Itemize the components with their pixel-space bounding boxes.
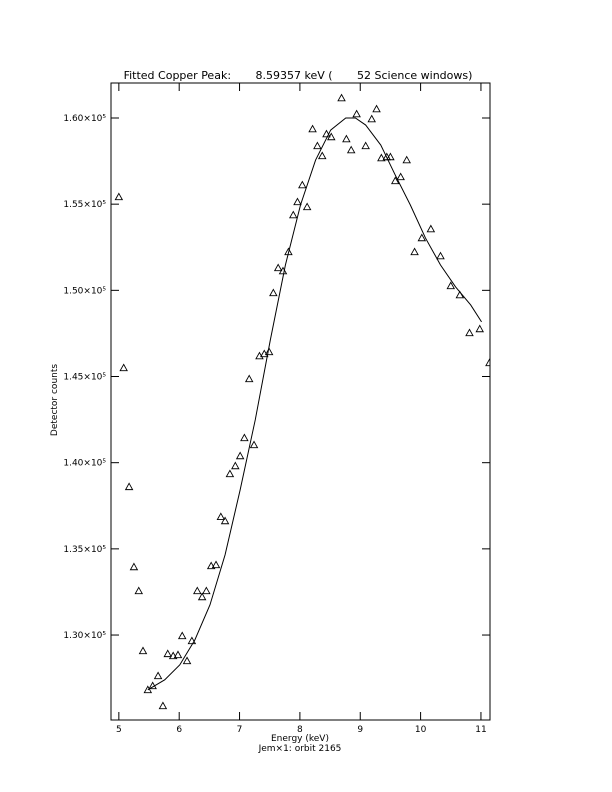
data-point <box>426 224 436 233</box>
data-point <box>269 288 278 297</box>
data-point <box>163 649 172 658</box>
y-tick-label: 1.55×10⁵ <box>63 200 106 210</box>
data-point <box>485 358 490 367</box>
data-point <box>202 586 211 595</box>
data-point <box>124 482 134 491</box>
x-axis-label: Energy (keV) <box>271 734 329 744</box>
data-point <box>134 586 144 595</box>
data-point <box>197 592 207 601</box>
data-point <box>249 440 259 449</box>
chart-title: Fitted Copper Peak: 8.59357 keV ( 52 Sci… <box>124 69 473 82</box>
data-point <box>168 651 178 660</box>
data-point <box>308 124 317 133</box>
data-point <box>396 172 405 181</box>
y-tick-label: 1.40×10⁵ <box>63 459 106 469</box>
data-point <box>313 141 322 150</box>
data-point <box>475 324 485 333</box>
data-point <box>138 646 148 655</box>
data-point <box>119 363 128 372</box>
data-point <box>446 281 456 290</box>
data-point <box>193 586 202 595</box>
data-point <box>436 251 445 260</box>
data-point <box>225 469 235 478</box>
data-point <box>342 134 351 143</box>
data-point <box>244 374 254 383</box>
x-tick-label: 10 <box>415 725 427 735</box>
data-point <box>264 347 274 356</box>
y-tick-label: 1.45×10⁵ <box>63 373 106 383</box>
data-point <box>288 210 298 219</box>
y-tick-label: 1.35×10⁵ <box>63 545 106 555</box>
y-tick-label: 1.50×10⁵ <box>63 286 106 296</box>
data-point <box>367 114 376 123</box>
chart-subtitle: Jem×1: orbit 2165 <box>258 744 342 754</box>
data-point <box>386 152 395 161</box>
data-point <box>158 701 168 710</box>
data-point <box>372 104 381 113</box>
fit-curve <box>147 117 482 691</box>
data-point <box>211 560 221 569</box>
data-point <box>187 636 197 645</box>
data-point <box>352 109 361 118</box>
x-tick-label: 9 <box>357 725 363 735</box>
data-point <box>240 433 249 442</box>
data-point <box>143 685 153 694</box>
data-point <box>153 671 163 680</box>
data-point <box>302 202 312 211</box>
data-point <box>129 562 139 571</box>
y-tick-label: 1.30×10⁵ <box>63 631 106 641</box>
data-point <box>317 151 327 160</box>
data-point <box>273 263 283 272</box>
data-point <box>377 153 386 162</box>
data-point <box>293 197 302 206</box>
plot-frame <box>110 82 491 721</box>
data-point <box>337 93 346 102</box>
data-point <box>235 451 245 460</box>
x-tick-label: 7 <box>237 725 243 735</box>
data-point <box>402 155 411 164</box>
y-axis-label: Detector counts <box>50 364 60 436</box>
data-point <box>322 129 331 138</box>
x-tick-label: 5 <box>116 725 122 735</box>
y-tick-label: 1.60×10⁵ <box>63 114 106 124</box>
data-point <box>206 561 216 570</box>
data-point <box>410 247 419 256</box>
data-point <box>465 328 474 337</box>
data-point <box>220 516 230 525</box>
data-point <box>173 650 183 659</box>
x-tick-label: 6 <box>176 725 182 735</box>
x-tick-label: 8 <box>297 725 303 735</box>
data-point <box>182 656 192 665</box>
data-point <box>346 145 356 154</box>
data-point <box>417 233 427 242</box>
data-point <box>298 180 307 189</box>
x-tick-label: 11 <box>475 725 486 735</box>
data-point <box>390 176 400 185</box>
data-point <box>177 631 187 640</box>
data-point <box>216 512 226 521</box>
data-point <box>327 132 336 141</box>
data-point <box>114 192 124 201</box>
data-point <box>361 141 370 150</box>
data-point <box>231 461 240 470</box>
